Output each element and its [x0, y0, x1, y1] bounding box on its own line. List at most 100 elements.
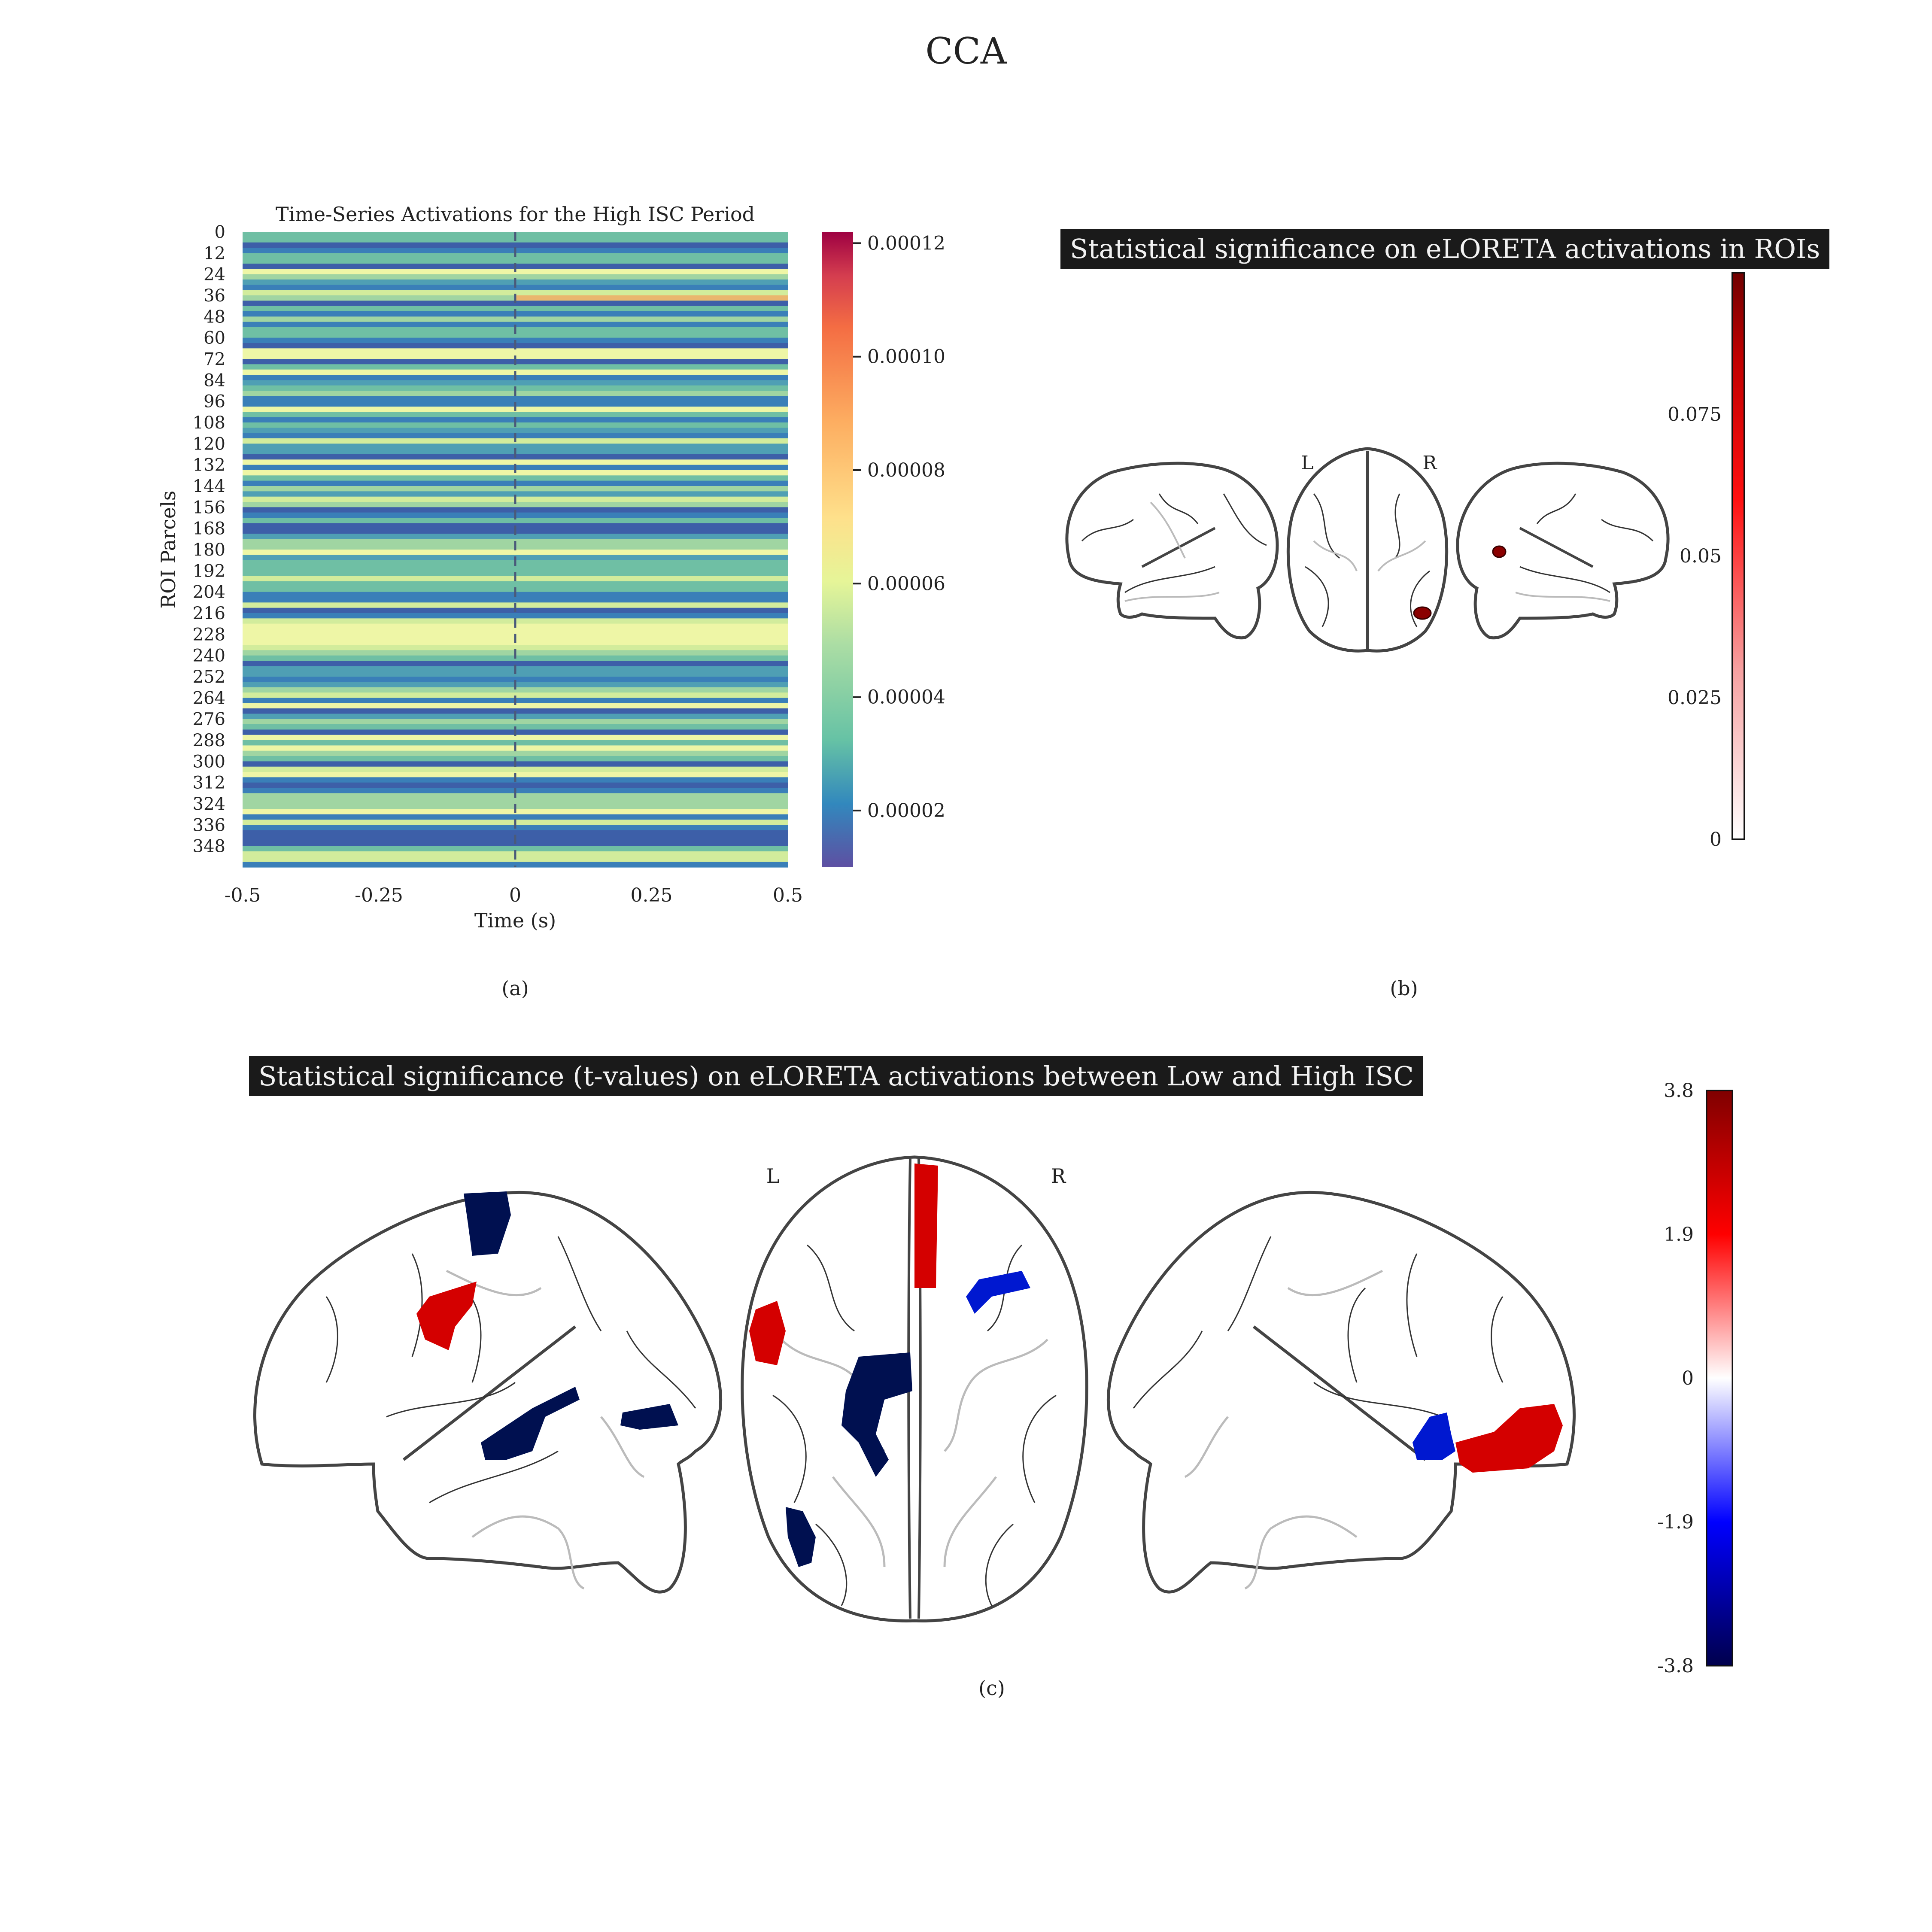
y-axis-label: ROI Parcels: [157, 491, 180, 609]
colorbar-tick-label: 0.00006: [867, 573, 945, 595]
panel-a-colorbar-ticks: 0.00002 0.00004 0.00006 0.00008 0.00010 0.000…: [853, 232, 945, 822]
heatmap-row: [243, 766, 788, 772]
y-tick-label: 204: [193, 583, 225, 602]
colorbar-tick-label: 0.00002: [867, 800, 945, 822]
heatmap-row: [243, 316, 788, 322]
heatmap-row: [243, 396, 788, 402]
y-tick-label: 276: [193, 710, 225, 729]
heatmap-row: [243, 645, 788, 650]
colorbar-tick-label: 3.8: [1664, 1080, 1694, 1102]
heatmap-row: [243, 274, 788, 280]
panel-c-negative-blob: [464, 1191, 511, 1256]
colorbar-tick-label: 1.9: [1664, 1224, 1694, 1245]
y-tick-label: 0: [215, 222, 225, 242]
y-tick-label: 168: [193, 519, 225, 539]
heatmap-row: [243, 735, 788, 741]
heatmap-row: [243, 782, 788, 788]
heatmap-row: [243, 703, 788, 709]
panel-c-negative-blob: [786, 1507, 816, 1567]
heatmap-row: [243, 380, 788, 386]
panel-c-positive-blob: [914, 1163, 938, 1288]
y-tick-label: 84: [204, 371, 225, 390]
heatmap-row: [243, 242, 788, 248]
panel-c-positive-blob: [749, 1301, 786, 1365]
heatmap-row: [243, 629, 788, 635]
colorbar-tick-label: -1.9: [1657, 1511, 1694, 1533]
y-tick-label: 36: [204, 286, 225, 306]
y-tick-label: 348: [193, 837, 225, 857]
heatmap-row: [243, 814, 788, 820]
heatmap-row: [243, 693, 788, 698]
colorbar-tick-label: 0.00008: [867, 459, 945, 481]
heatmap-row: [243, 550, 788, 555]
y-tick-label: 132: [193, 456, 225, 475]
y-tick-label: 180: [193, 540, 225, 560]
y-tick-label: 60: [204, 328, 225, 348]
heatmap-row: [243, 534, 788, 539]
panel-c-negative-blob: [620, 1404, 678, 1430]
panel-b-colorbar: [1732, 272, 1745, 840]
panel-c-positive-blob: [416, 1282, 477, 1350]
heatmap-row: [243, 677, 788, 682]
colorbar-tick-label: 0: [1710, 829, 1722, 851]
heatmap-hot-band: [515, 295, 788, 301]
y-tick-label: 300: [193, 752, 225, 772]
panel-c-left-label: L: [766, 1164, 780, 1188]
y-tick-label: 336: [193, 815, 225, 835]
x-tick-label: 0.5: [773, 884, 803, 906]
panel-c-colorbar-ticks: 3.8 1.9 0 -1.9 -3.8: [1657, 1080, 1694, 1677]
x-tick-label: 0: [509, 884, 521, 906]
colorbar-tick-label: 0.00004: [867, 687, 945, 708]
panel-b-brain-top-view: [1286, 447, 1449, 653]
heatmap-row: [243, 518, 788, 523]
heatmap-row: [243, 687, 788, 693]
panel-b-colorbar-ticks: 0 0.025 0.05 0.075: [1668, 404, 1722, 851]
heatmap-row: [243, 332, 788, 338]
heatmap-row: [243, 661, 788, 666]
y-tick-label: 288: [193, 731, 225, 750]
panel-b-right-label: R: [1422, 452, 1437, 474]
colorbar-tick-label: 0.025: [1668, 687, 1722, 709]
heatmap-row: [243, 862, 788, 868]
panel-b-significance-blob: [1492, 545, 1507, 558]
heatmap-row: [243, 290, 788, 296]
caption-b: (b): [1390, 977, 1418, 1000]
x-tick-label: -0.25: [355, 884, 403, 906]
panel-b-brain-right-view: [1456, 462, 1670, 640]
heatmap-row: [243, 364, 788, 370]
y-tick-label: 312: [193, 773, 225, 793]
panel-a-colorbar: [822, 232, 853, 867]
x-tick-label: 0.25: [631, 884, 673, 906]
heatmap-row: [243, 581, 788, 587]
panel-c-brain-left-view: [253, 1191, 722, 1594]
heatmap-row: [243, 597, 788, 603]
figure-title: CCA: [925, 30, 1007, 72]
y-tick-label: 324: [193, 794, 225, 814]
caption-a: (a): [501, 977, 529, 1000]
heatmap-row: [243, 475, 788, 481]
colorbar-tick-label: 0.075: [1668, 404, 1722, 425]
y-tick-label: 156: [193, 498, 225, 517]
heatmap-row: [243, 348, 788, 354]
y-tick-label: 12: [204, 243, 225, 263]
y-tick-label: 192: [193, 561, 225, 581]
heatmap-row: [243, 301, 788, 307]
y-tick-label: 72: [204, 349, 225, 369]
panel-c-positive-blob: [1455, 1404, 1563, 1473]
panel-b-brain-svg: L R 0 0.025 0.05 0.075: [1065, 272, 1745, 851]
y-tick-label: 240: [193, 646, 225, 666]
heatmap-row: [243, 428, 788, 434]
panel-c-negative-blob: [841, 1352, 912, 1477]
colorbar-tick-label: -3.8: [1657, 1655, 1694, 1677]
x-tick-labels: -0.5 -0.25 0 0.25 0.5: [225, 884, 803, 906]
y-tick-label: 228: [193, 625, 225, 644]
heatmap-row: [243, 258, 788, 264]
heatmap-row: [243, 671, 788, 677]
heatmap-row: [243, 459, 788, 465]
panel-c-title: Statistical significance (t-values) on e…: [249, 1056, 1423, 1096]
heatmap-row: [243, 830, 788, 836]
heatmap-row: [243, 798, 788, 804]
panel-c-brain-svg: L R 3.8 1.9 0 -1.9 -3.8: [253, 1080, 1733, 1677]
heatmap-row: [243, 306, 788, 312]
